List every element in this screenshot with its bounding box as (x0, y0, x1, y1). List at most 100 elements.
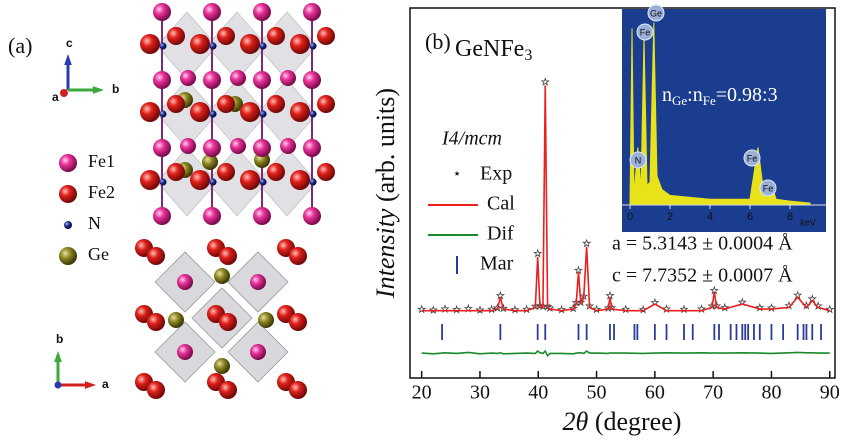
atom (147, 381, 165, 399)
atom (203, 139, 221, 157)
x-axis-title-part: (degree) (588, 407, 681, 436)
atom (253, 139, 271, 157)
atom (290, 102, 310, 122)
atom (303, 139, 321, 157)
arrow-head (54, 351, 62, 362)
atom (267, 163, 285, 181)
atom (310, 179, 317, 186)
inset-tick-label: 6 (747, 211, 753, 223)
inset-tick-label: 4 (707, 211, 713, 223)
atom (160, 179, 167, 186)
lattice-param: a = 5.3143 ± 0.0004 Å (612, 233, 793, 255)
atom (267, 27, 285, 45)
atom (167, 95, 185, 113)
legend-label: Cal (487, 193, 515, 215)
peak-label: Fe (763, 183, 774, 193)
atom (258, 312, 274, 328)
x-tick-label: 20 (412, 382, 432, 404)
axis-label: a (52, 90, 59, 104)
atom (167, 163, 185, 181)
atom (250, 344, 266, 360)
atom (230, 70, 246, 86)
axis-label: b (56, 332, 63, 346)
atom (303, 3, 321, 21)
atom (267, 95, 285, 113)
atom (217, 27, 235, 45)
x-tick-label: 50 (587, 382, 607, 404)
exp-point (534, 250, 541, 257)
atom (289, 381, 307, 399)
atom (240, 102, 260, 122)
atom (167, 27, 185, 45)
ratio-label-part: n (662, 84, 672, 106)
atom (203, 207, 221, 225)
legend-symbol: ⋆ (453, 167, 462, 182)
inset-tick-label: 0 (627, 211, 633, 223)
atom (190, 170, 210, 190)
y-axis-title: Intensity (arb. units) (371, 88, 400, 299)
atom (153, 207, 171, 225)
x-axis-title: 2θ (degree) (563, 407, 682, 436)
ratio-label-part: =0.98:3 (716, 84, 778, 106)
axis-arrow (60, 89, 68, 97)
atom (168, 312, 184, 328)
atom (219, 381, 237, 399)
y-axis-title-part: Intensity (371, 208, 400, 299)
atom (317, 163, 335, 181)
atom (203, 71, 221, 89)
atom (250, 274, 266, 290)
ratio-label-part: :n (687, 84, 703, 106)
inset-tick-label: 2 (667, 211, 673, 223)
atom (214, 358, 230, 374)
peak-label: Fe (747, 153, 758, 163)
atom (290, 170, 310, 190)
atom (260, 111, 267, 118)
profile-line (422, 351, 830, 356)
atom (219, 313, 237, 331)
exp-point (583, 240, 590, 247)
ratio-label-part: Ge (672, 93, 687, 108)
structure-panel: (a) Fe1Fe2NGecbaba (8, 3, 335, 399)
atom (280, 70, 296, 86)
ratio-label-part: Fe (703, 93, 716, 108)
arrow-head (93, 86, 104, 94)
legend-symbol (59, 154, 77, 172)
atom (140, 170, 160, 190)
legend-label: N (88, 213, 101, 233)
panel-label: (a) (8, 33, 32, 58)
atom (253, 3, 271, 21)
axis-arrow (55, 382, 62, 389)
atom (147, 247, 165, 265)
atom (317, 27, 335, 45)
x-tick-label: 90 (820, 382, 840, 404)
compound-label-part: GeNFe (455, 36, 524, 62)
exp-point (512, 306, 519, 313)
atom (310, 111, 317, 118)
lattice-param: c = 7.7352 ± 0.0007 Å (612, 265, 793, 287)
xrd-panel: 20304050607080902θ (degree)Intensity (ar… (371, 5, 840, 436)
atom (230, 138, 246, 154)
atom (310, 43, 317, 50)
arrow-head (85, 381, 96, 389)
exp-point (542, 78, 549, 85)
legend-symbol (59, 185, 77, 203)
atom (177, 344, 193, 360)
exp-point (477, 307, 484, 314)
legend-symbol (64, 221, 72, 229)
exp-point (453, 306, 460, 313)
atom (140, 102, 160, 122)
peak-label: N (635, 155, 642, 165)
legend-label: Fe2 (88, 182, 115, 202)
axis-label: b (112, 82, 119, 96)
atom (290, 34, 310, 54)
atom (210, 179, 217, 186)
inset-axis-title: keV (800, 217, 816, 227)
atom (260, 179, 267, 186)
atom (160, 111, 167, 118)
legend-label: Ge (88, 244, 109, 264)
figure: (a) Fe1Fe2NGecbaba 20304050607080902θ (d… (0, 0, 846, 440)
axis-label: c (66, 36, 73, 50)
atom (303, 207, 321, 225)
x-tick-label: 60 (645, 382, 665, 404)
compound-label-part: 3 (524, 47, 532, 64)
